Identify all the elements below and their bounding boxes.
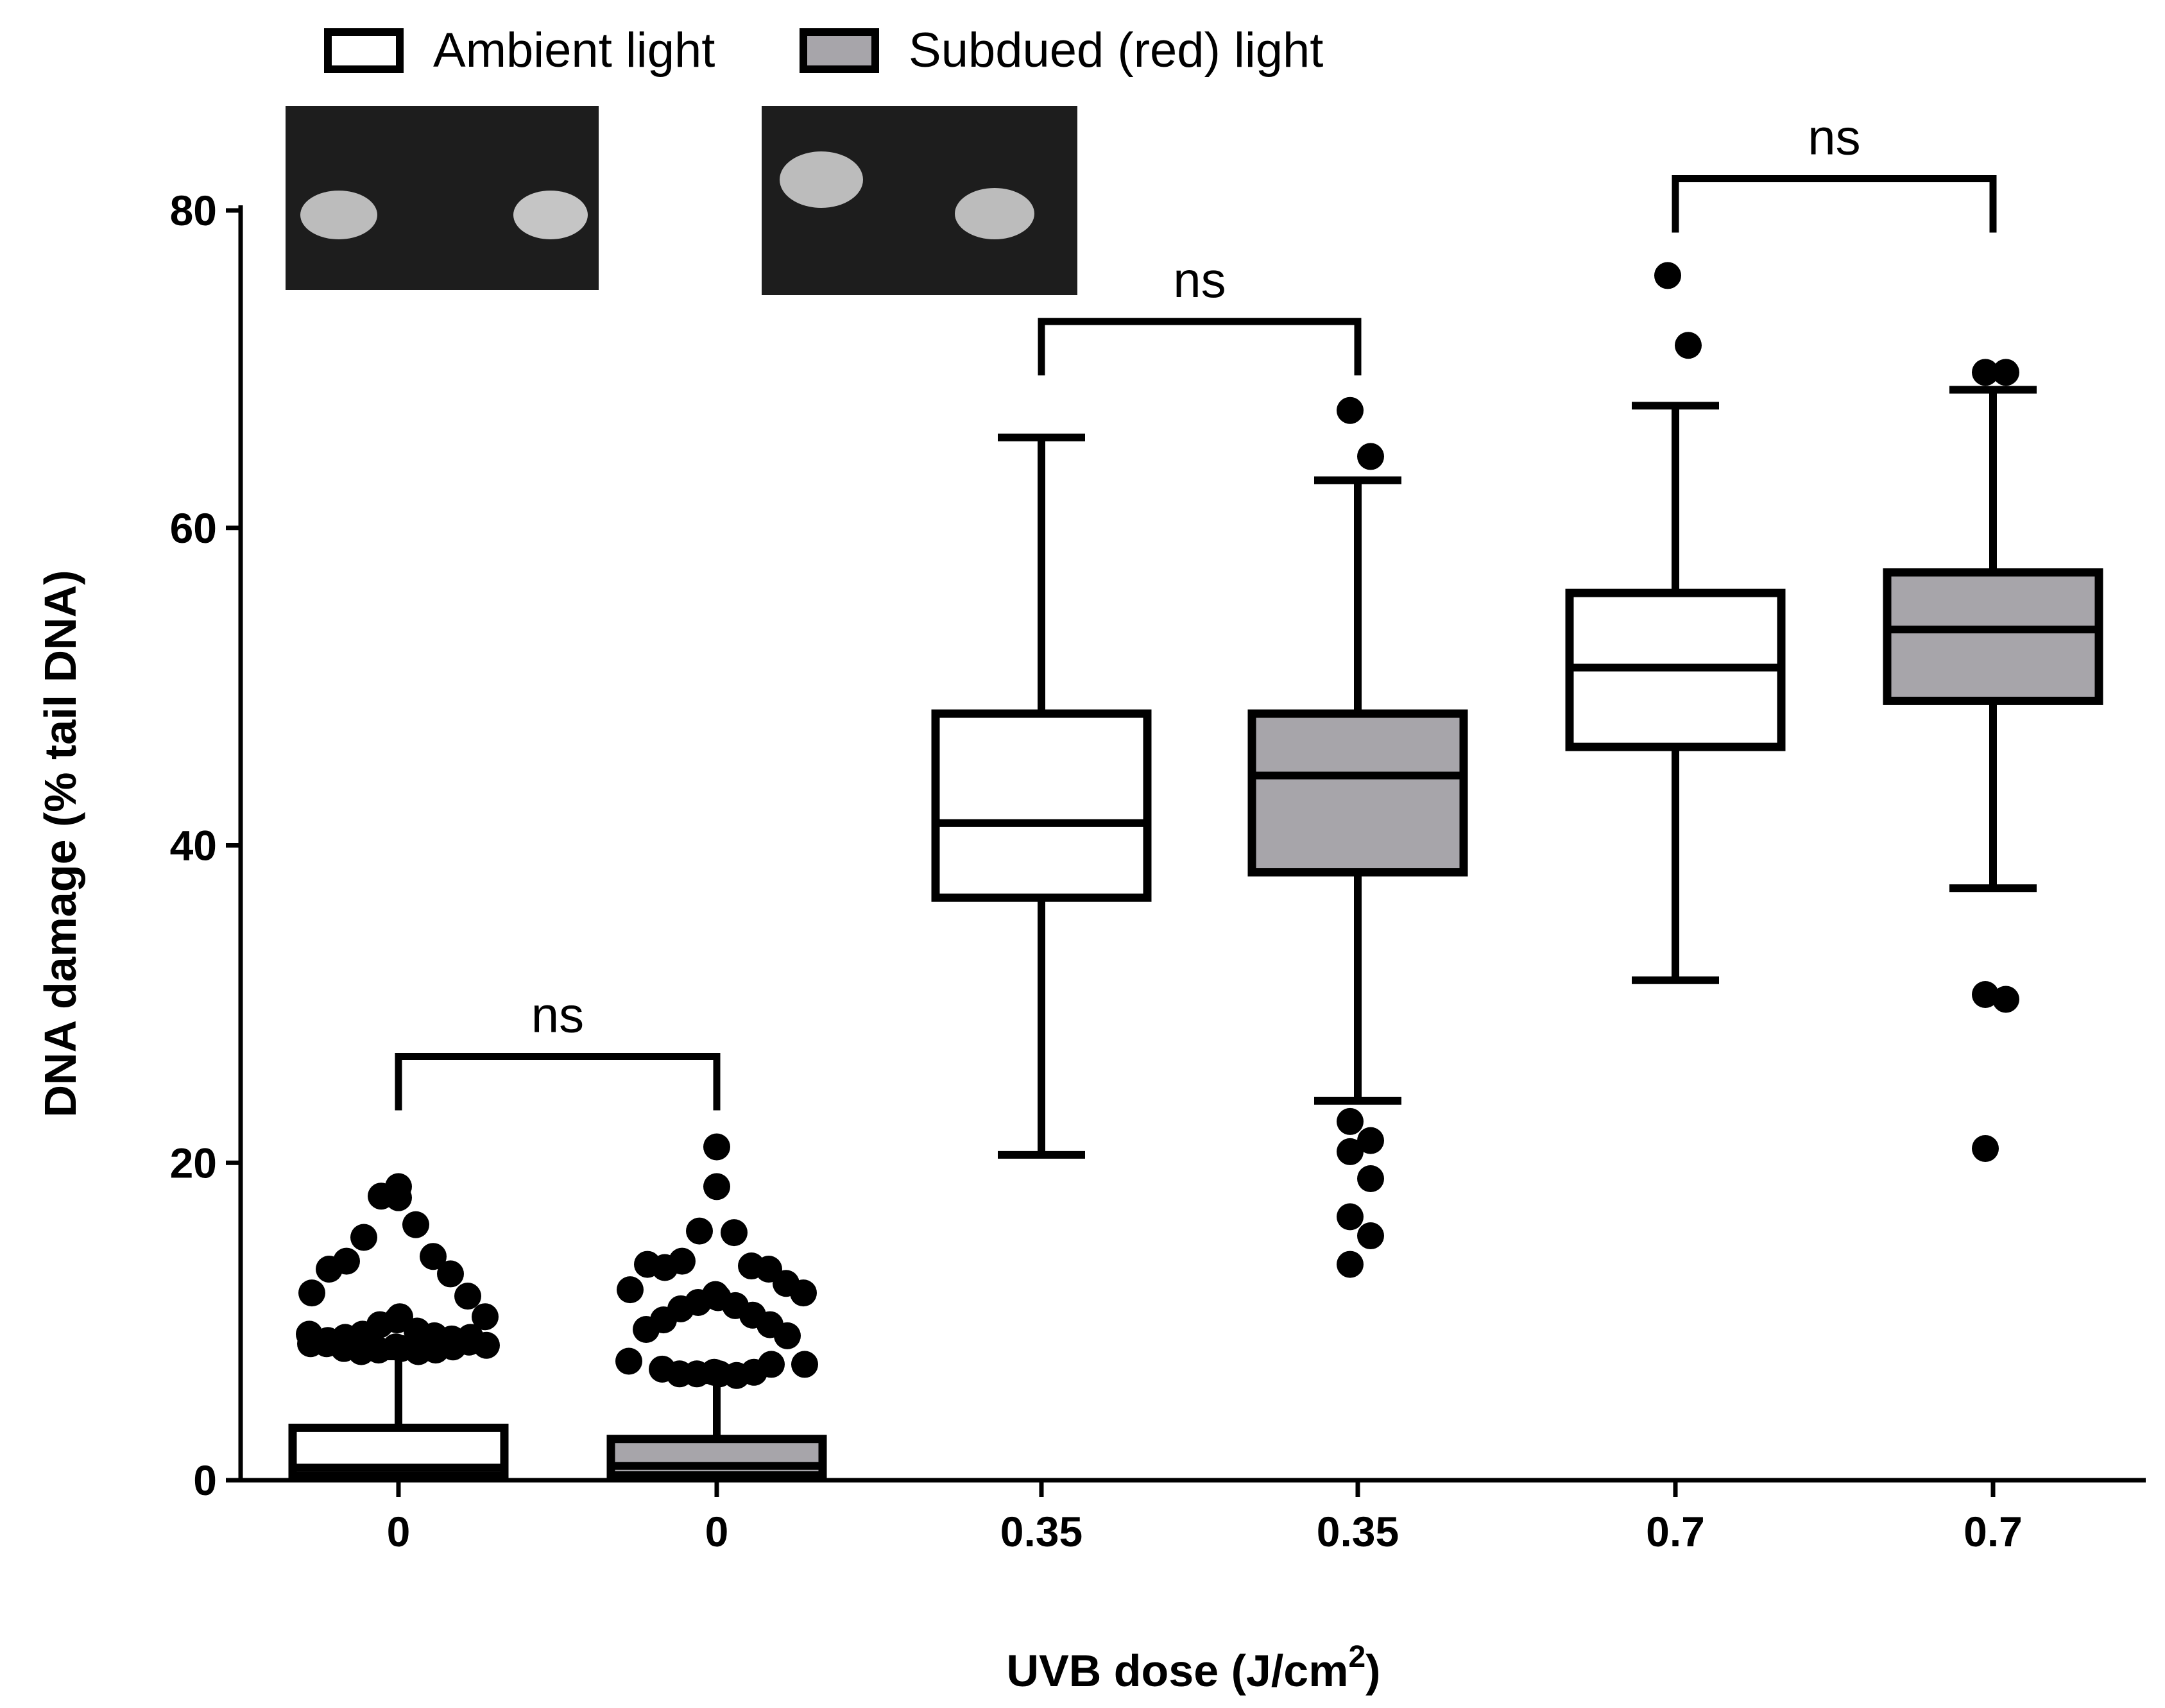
- x-axis-title-main: UVB dose (J/cm: [1007, 1646, 1349, 1696]
- outlier-1-2: [686, 1217, 713, 1245]
- box-5: [1883, 568, 2103, 705]
- outlier-0-11: [472, 1303, 499, 1331]
- x-ticks: 0 0 0.35 0.35 0.7 0.7: [387, 1480, 2023, 1555]
- outlier-1-3: [721, 1219, 748, 1247]
- outlier-0-5: [420, 1243, 447, 1270]
- significance-bracket-1: [1038, 318, 1362, 376]
- y-tick-label-60: 60: [170, 504, 217, 552]
- comet-3: [780, 151, 863, 208]
- box-3: [1247, 709, 1468, 877]
- x-tick-label-1: 0: [705, 1508, 729, 1555]
- box-group-0: [288, 1173, 509, 1480]
- outlier-1-21: [774, 1322, 801, 1349]
- x-tick-label-0: 0: [387, 1508, 411, 1555]
- outlier-5-4: [1972, 1134, 1999, 1162]
- legend: Ambient light Subdued (red) light: [324, 23, 1323, 78]
- significance-bracket-2: [1672, 175, 1997, 233]
- x-axis-title: UVB dose (J/cm2): [1007, 1640, 1381, 1696]
- box-group-5: [1883, 359, 2103, 1162]
- outlier-3-5: [1357, 1165, 1384, 1192]
- outlier-1-30: [649, 1355, 676, 1383]
- x-tick-label-3: 0.35: [1317, 1508, 1399, 1555]
- outlier-1-20: [633, 1315, 660, 1343]
- legend-swatch-subdued: [800, 28, 879, 73]
- box-2: [931, 709, 1152, 902]
- outlier-0-33: [457, 1324, 484, 1351]
- legend-label-subdued: Subdued (red) light: [909, 23, 1323, 78]
- x-tick-label-4: 0.7: [1646, 1508, 1705, 1555]
- comet-4: [955, 188, 1034, 239]
- outlier-5-0: [1972, 359, 1999, 386]
- legend-label-ambient: Ambient light: [433, 23, 715, 78]
- comet-image-ambient: [286, 106, 599, 290]
- comet-image-subdued: [762, 106, 1077, 295]
- outlier-3-8: [1337, 1251, 1364, 1278]
- box-group-4: [1565, 262, 1786, 984]
- outlier-4-0: [1654, 262, 1681, 289]
- outlier-5-3: [1992, 986, 2019, 1013]
- legend-swatch-ambient: [324, 28, 404, 73]
- box-group-1: [606, 1133, 827, 1480]
- outlier-0-7: [437, 1260, 464, 1288]
- outlier-3-2: [1337, 1107, 1364, 1135]
- outlier-1-1: [703, 1173, 730, 1200]
- outlier-0-34: [296, 1320, 323, 1348]
- outlier-5-2: [1972, 981, 1999, 1009]
- x-axis-title-superscript: 2: [1348, 1640, 1365, 1674]
- outlier-3-6: [1337, 1203, 1364, 1231]
- box-1: [606, 1435, 827, 1480]
- outlier-0-8: [316, 1255, 343, 1283]
- y-tick-label-20: 20: [170, 1139, 217, 1186]
- outlier-0-9: [454, 1283, 481, 1310]
- y-tick-label-0: 0: [193, 1456, 217, 1504]
- y-axis-title: DNA damage (% tail DNA): [35, 570, 85, 1117]
- significance-bracket-0: [395, 1053, 721, 1111]
- outlier-3-1: [1357, 443, 1384, 470]
- outlier-4-1: [1675, 332, 1702, 359]
- outlier-0-10: [298, 1279, 325, 1307]
- outlier-0-3: [402, 1211, 429, 1238]
- outlier-3-4: [1337, 1138, 1364, 1165]
- outlier-1-0: [703, 1133, 730, 1161]
- y-ticks: 0 20 40 60 80: [170, 187, 243, 1504]
- box-group-2: [931, 433, 1152, 1159]
- outlier-1-10: [617, 1276, 644, 1304]
- y-tick-label-80: 80: [170, 187, 217, 234]
- significance-label-1: ns: [1173, 252, 1226, 308]
- outlier-1-11: [790, 1279, 817, 1307]
- significance-label-2: ns: [1808, 109, 1860, 166]
- boxes: [288, 262, 2103, 1480]
- significance-annotations: ns ns ns: [395, 109, 1997, 1111]
- x-tick-label-2: 0.35: [1000, 1508, 1082, 1555]
- outlier-1-31: [758, 1351, 785, 1378]
- y-tick-label-40: 40: [170, 822, 217, 869]
- outlier-5-1: [1992, 359, 2019, 386]
- comet-1: [300, 191, 377, 239]
- outlier-0-2: [368, 1183, 395, 1210]
- outlier-3-7: [1357, 1222, 1384, 1250]
- comet-2: [513, 191, 588, 239]
- x-axis-title-suffix: ): [1365, 1646, 1380, 1696]
- outlier-1-22: [615, 1347, 642, 1375]
- outlier-1-8: [634, 1251, 661, 1278]
- outlier-3-3: [1357, 1127, 1384, 1154]
- box-group-3: [1247, 397, 1468, 1278]
- significance-label-0: ns: [531, 987, 584, 1043]
- outlier-0-4: [350, 1224, 377, 1251]
- x-tick-label-5: 0.7: [1964, 1508, 2023, 1555]
- outlier-1-23: [791, 1351, 818, 1378]
- outlier-3-0: [1337, 397, 1364, 424]
